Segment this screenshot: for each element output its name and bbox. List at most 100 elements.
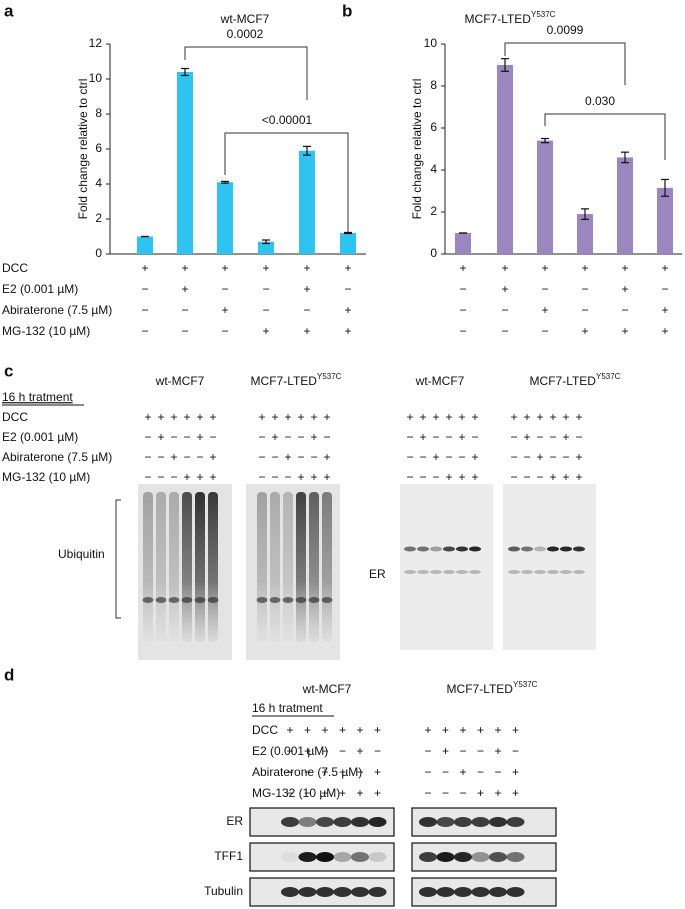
error-bar — [221, 180, 229, 184]
treatment-sign: + — [297, 470, 304, 484]
blot-band — [506, 852, 525, 862]
treatment-sign: − — [181, 303, 188, 317]
group-title-superscript: Y537C — [596, 372, 621, 381]
treatment-sign: − — [284, 470, 291, 484]
treatment-sign: − — [510, 450, 517, 464]
bar — [537, 140, 553, 254]
blot-label: TFF1 — [214, 849, 243, 863]
treatment-sign: − — [221, 282, 228, 296]
treatment-sign: − — [541, 282, 548, 296]
blot-band — [573, 570, 585, 574]
error-bar — [541, 137, 549, 144]
blot-band — [404, 546, 416, 552]
panel-label: a — [4, 1, 14, 20]
significance-bracket — [544, 113, 666, 160]
treatment-sign: − — [321, 744, 328, 758]
treatment-label: DCC — [2, 410, 28, 424]
treatment-sign: − — [181, 324, 188, 338]
treatment-sign: − — [442, 765, 449, 779]
panel-label: d — [4, 665, 14, 684]
bar — [258, 241, 274, 254]
treatment-sign: + — [221, 303, 228, 317]
treatment-sign: − — [170, 430, 177, 444]
blot-band — [469, 546, 481, 552]
y-axis-label: Fold change relative to ctrl — [76, 79, 90, 220]
blot-band — [547, 546, 559, 552]
blot-smear — [195, 492, 205, 642]
treatment-sign: − — [512, 744, 519, 758]
treatment-sign: − — [271, 450, 278, 464]
treatment-sign: + — [303, 324, 310, 338]
blot-band — [489, 852, 507, 862]
treatment-sign: − — [581, 282, 588, 296]
panel-label: b — [342, 1, 352, 20]
treatment-label: DCC — [2, 261, 28, 275]
treatment-sign: + — [258, 410, 265, 424]
treatment-sign: + — [310, 470, 317, 484]
treatment-sign: + — [196, 410, 203, 424]
blot-smear — [182, 492, 192, 642]
treatment-sign: + — [494, 744, 501, 758]
blot-bracket — [115, 499, 121, 619]
blot-band — [316, 887, 334, 897]
error-bar — [344, 231, 352, 235]
treatment-sign: + — [374, 765, 381, 779]
y-tick-label: 2 — [95, 211, 102, 225]
treatment-sign: − — [310, 450, 317, 464]
blot-band — [443, 546, 455, 552]
blot-band — [489, 887, 507, 897]
blot-band — [506, 817, 525, 827]
treatment-sign: − — [432, 430, 439, 444]
group-title-main: MCF7-LTED — [251, 374, 318, 388]
blot-band — [417, 546, 429, 552]
treatment-sign: − — [419, 470, 426, 484]
y-tick-label: 12 — [89, 36, 103, 50]
blot-smear — [322, 492, 332, 642]
blot-band — [469, 570, 481, 574]
treatment-sign: + — [141, 261, 148, 275]
treatment-sign: + — [157, 410, 164, 424]
treatment-sign: − — [183, 430, 190, 444]
chart-title: MCF7-LTEDY537C — [465, 10, 556, 26]
blot-band — [281, 817, 299, 827]
treatment-sign: − — [562, 450, 569, 464]
treatment-sign: + — [523, 430, 530, 444]
blot-band — [181, 597, 193, 603]
treatment-sign: − — [523, 470, 530, 484]
blot-smear — [156, 492, 166, 642]
treatment-sign: + — [271, 410, 278, 424]
treatment-sign: + — [170, 410, 177, 424]
significance-bracket — [184, 46, 308, 100]
treatment-sign: − — [303, 303, 310, 317]
treatment-sign: − — [541, 324, 548, 338]
treatment-sign: + — [419, 410, 426, 424]
blot-band — [269, 597, 281, 603]
treatment-sign: + — [562, 470, 569, 484]
group-title: MCF7-LTEDY537C — [447, 680, 538, 696]
blot-band — [471, 852, 490, 862]
treatment-sign: + — [581, 261, 588, 275]
treatment-sign: + — [209, 470, 216, 484]
treatment-sign: − — [442, 786, 449, 800]
treatment-label: MG-132 (10 µM) — [2, 324, 90, 338]
treatment-sign: + — [445, 470, 452, 484]
treatment-sign: + — [286, 723, 293, 737]
blot-band — [521, 546, 533, 552]
treatment-sign: − — [459, 282, 466, 296]
treatment-sign: − — [144, 450, 151, 464]
blot-band — [333, 852, 352, 862]
treatment-sign: − — [549, 450, 556, 464]
treatment-sign: + — [562, 410, 569, 424]
treatment-sign: + — [442, 744, 449, 758]
blot-label: Tubulin — [204, 884, 243, 898]
treatment-sign: + — [271, 430, 278, 444]
treatment-sign: − — [581, 303, 588, 317]
treatment-sign: + — [157, 430, 164, 444]
y-tick-label: 8 — [430, 78, 437, 92]
treatment-sign: + — [356, 723, 363, 737]
treatment-sign: + — [458, 430, 465, 444]
treatment-sign: − — [141, 303, 148, 317]
treatment-sign: − — [445, 430, 452, 444]
blot-band — [489, 817, 507, 827]
blot-band — [368, 817, 387, 827]
